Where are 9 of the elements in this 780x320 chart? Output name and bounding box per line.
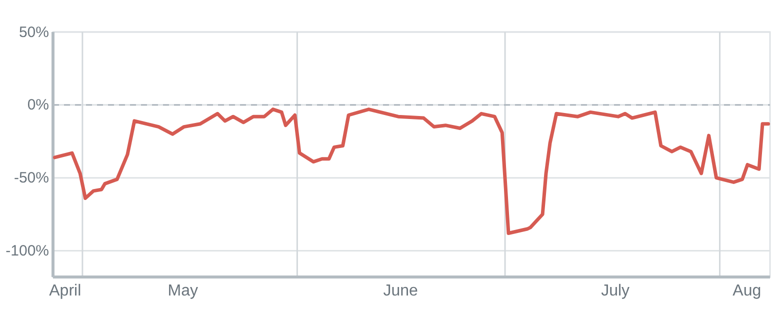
y-tick-label: -50% [14,170,49,187]
x-tick-label: April [49,282,82,300]
y-tick-label: -100% [6,242,49,260]
x-tick-label: May [168,282,198,300]
x-tick-label: Aug [732,282,762,300]
x-tick-label: July [601,282,630,300]
y-tick-label: 50% [18,24,49,41]
y-tick-label: 0% [27,96,49,114]
x-tick-label: June [383,282,418,300]
